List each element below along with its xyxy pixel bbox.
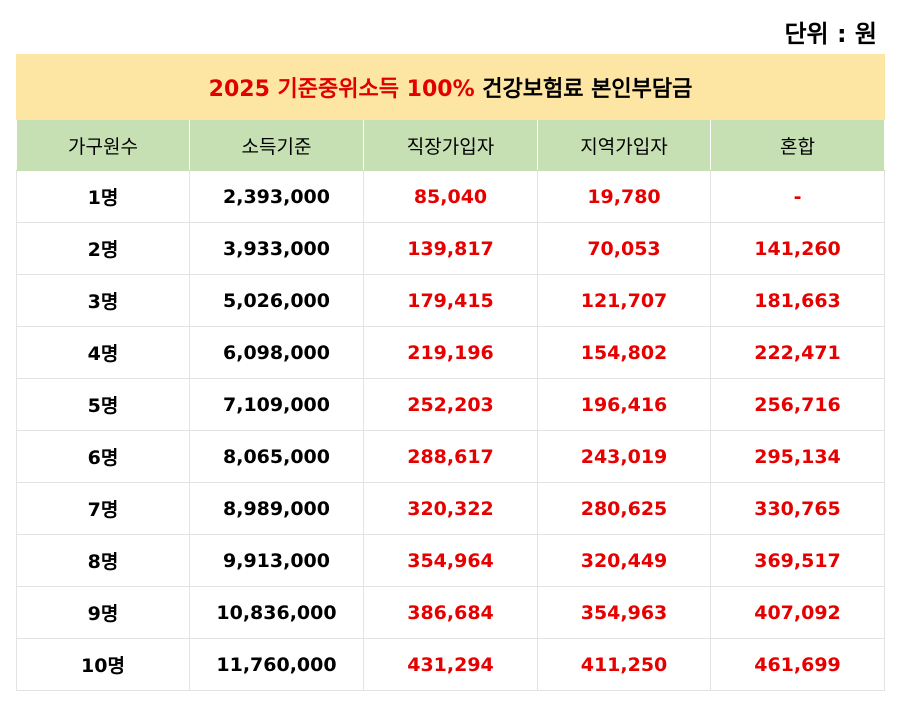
cell-household-size: 1명 — [16, 170, 190, 223]
cell-employee: 139,817 — [363, 222, 538, 275]
cell-income-standard: 8,989,000 — [189, 482, 364, 535]
table-row: 6명 8,065,000 288,617 243,019 295,134 — [16, 430, 886, 483]
cell-income-standard: 7,109,000 — [189, 378, 364, 431]
cell-income-standard: 11,760,000 — [189, 638, 364, 691]
cell-income-standard: 8,065,000 — [189, 430, 364, 483]
cell-regional: 354,963 — [537, 586, 711, 639]
cell-household-size: 5명 — [16, 378, 190, 431]
cell-regional: 154,802 — [537, 326, 711, 379]
table-row: 9명 10,836,000 386,684 354,963 407,092 — [16, 586, 886, 639]
cell-household-size: 2명 — [16, 222, 190, 275]
cell-employee: 252,203 — [363, 378, 538, 431]
unit-label: 단위 : 원 — [784, 20, 877, 48]
premium-table: 2025 기준중위소득 100% 건강보험료 본인부담금 가구원수 소득기준 직장가… — [15, 54, 886, 691]
cell-employee: 320,322 — [363, 482, 538, 535]
cell-mixed: 461,699 — [709, 638, 886, 691]
title-red-part: 2025 기준중위소득 100% — [208, 77, 475, 102]
cell-income-standard: 6,098,000 — [189, 326, 364, 379]
header-employee: 직장가입자 — [363, 119, 538, 171]
header-regional: 지역가입자 — [537, 119, 711, 171]
cell-income-standard: 5,026,000 — [189, 274, 364, 327]
cell-mixed: 330,765 — [709, 482, 886, 535]
cell-regional: 280,625 — [537, 482, 711, 535]
table-title: 2025 기준중위소득 100% 건강보험료 본인부담금 — [15, 54, 886, 120]
table-row: 10명 11,760,000 431,294 411,250 461,699 — [16, 638, 886, 691]
cell-mixed: 295,134 — [709, 430, 886, 483]
cell-household-size: 8명 — [16, 534, 190, 587]
header-income-standard: 소득기준 — [189, 119, 364, 171]
cell-employee: 85,040 — [363, 170, 538, 223]
cell-mixed: 256,716 — [709, 378, 886, 431]
header-household-size: 가구원수 — [16, 119, 190, 171]
header-row: 가구원수 소득기준 직장가입자 지역가입자 혼합 — [16, 119, 886, 171]
table-row: 8명 9,913,000 354,964 320,449 369,517 — [16, 534, 886, 587]
title-row: 2025 기준중위소득 100% 건강보험료 본인부담금 — [15, 54, 886, 120]
cell-employee: 288,617 — [363, 430, 538, 483]
table-row: 7명 8,989,000 320,322 280,625 330,765 — [16, 482, 886, 535]
cell-regional: 70,053 — [537, 222, 711, 275]
table-row: 2명 3,933,000 139,817 70,053 141,260 — [16, 222, 886, 275]
cell-household-size: 4명 — [16, 326, 190, 379]
cell-household-size: 7명 — [16, 482, 190, 535]
cell-regional: 411,250 — [537, 638, 711, 691]
title-black-part: 건강보험료 본인부담금 — [482, 77, 693, 102]
cell-mixed: 407,092 — [709, 586, 886, 639]
cell-employee: 354,964 — [363, 534, 538, 587]
table-row: 4명 6,098,000 219,196 154,802 222,471 — [16, 326, 886, 379]
cell-mixed: 141,260 — [709, 222, 886, 275]
cell-household-size: 10명 — [16, 638, 190, 691]
cell-regional: 320,449 — [537, 534, 711, 587]
cell-household-size: 3명 — [16, 274, 190, 327]
header-mixed: 혼합 — [709, 119, 886, 171]
cell-employee: 179,415 — [363, 274, 538, 327]
cell-mixed: 181,663 — [709, 274, 886, 327]
cell-household-size: 6명 — [16, 430, 190, 483]
cell-employee: 386,684 — [363, 586, 538, 639]
cell-income-standard: 10,836,000 — [189, 586, 364, 639]
cell-regional: 121,707 — [537, 274, 711, 327]
cell-mixed: 369,517 — [709, 534, 886, 587]
table-row: 5명 7,109,000 252,203 196,416 256,716 — [16, 378, 886, 431]
table-row: 1명 2,393,000 85,040 19,780- — [16, 170, 886, 223]
cell-employee: 431,294 — [363, 638, 538, 691]
cell-income-standard: 9,913,000 — [189, 534, 364, 587]
cell-mixed: - — [709, 170, 886, 223]
cell-regional: 196,416 — [537, 378, 711, 431]
cell-regional: 19,780 — [537, 170, 711, 223]
cell-mixed: 222,471 — [709, 326, 886, 379]
cell-income-standard: 3,933,000 — [189, 222, 364, 275]
table-row: 3명 5,026,000 179,415 121,707 181,663 — [16, 274, 886, 327]
table-body: 2025 기준중위소득 100% 건강보험료 본인부담금 가구원수 소득기준 직장가… — [15, 54, 886, 691]
cell-household-size: 9명 — [16, 586, 190, 639]
cell-regional: 243,019 — [537, 430, 711, 483]
cell-income-standard: 2,393,000 — [189, 170, 364, 223]
cell-employee: 219,196 — [363, 326, 538, 379]
